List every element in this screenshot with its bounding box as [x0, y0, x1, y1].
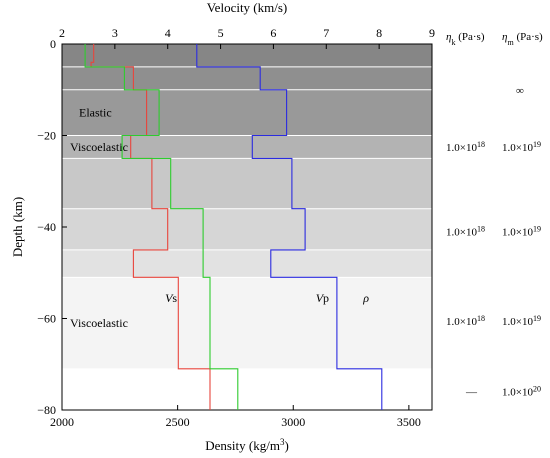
- layer-band-9: [62, 368, 432, 410]
- viscosity-header-k: ηk (Pa·s): [446, 31, 485, 47]
- viscosity-k-5-base: —: [465, 387, 478, 399]
- layer-band-4: [62, 135, 432, 159]
- layer-label-2: Viscoelastic: [70, 140, 128, 154]
- series-lines: [84, 44, 383, 410]
- velocity-axis-title: Velocity (km/s): [207, 0, 288, 15]
- density-tick-label-3000: 3000: [281, 415, 305, 429]
- viscosity-header-m-sub: m: [507, 38, 514, 47]
- series-label-2-prefix: V: [316, 291, 325, 305]
- viscosity-header-m-sym: η: [502, 31, 507, 43]
- layer-label-3: Viscoelastic: [70, 316, 128, 330]
- series-label-2: Vp: [316, 291, 329, 305]
- series-line-: [84, 44, 239, 410]
- series-label-2-suffix: p: [323, 291, 329, 305]
- velocity-tick-label-4: 4: [165, 26, 171, 40]
- series-label-1: Vs: [165, 291, 177, 305]
- series-line-vp: [196, 44, 383, 410]
- viscosity-m-4-base: 1.0×10: [502, 316, 533, 328]
- velocity-tick-label-6: 6: [270, 26, 276, 40]
- viscosity-m-4: 1.0×1019: [502, 313, 541, 328]
- layer-label-1: Elastic: [79, 106, 112, 120]
- viscosity-m-3-exp: 19: [533, 224, 541, 233]
- viscosity-m-5-exp: 20: [533, 384, 541, 393]
- density-tick-label-3500: 3500: [397, 415, 421, 429]
- velocity-tick-label-7: 7: [323, 26, 329, 40]
- depth-axis-title: Depth (km): [10, 197, 25, 257]
- viscosity-k-2-base: 1.0×10: [446, 142, 477, 154]
- density-axis-title-end: ): [284, 438, 288, 453]
- density-tick-label-2000: 2000: [50, 415, 74, 429]
- viscosity-m-1-base: ∞: [516, 85, 524, 97]
- viscosity-m-4-exp: 19: [533, 313, 541, 322]
- viscosity-m-3-base: 1.0×10: [502, 227, 533, 239]
- chart-labels: Velocity (km/s)Density (kg/m3)Depth (km)…: [10, 0, 369, 453]
- axis-ticks: 2 3 4 5 6 7 8 9 2000 2500 3000 3500 0 −20 −40 −60 −80: [37, 26, 435, 429]
- viscosity-m-2: 1.0×1019: [502, 139, 541, 154]
- velocity-tick-label-3: 3: [112, 26, 118, 40]
- layer-band-2: [62, 66, 432, 90]
- density-axis-title-sup: 3: [280, 437, 285, 447]
- viscosity-k-4-exp: 18: [477, 313, 485, 322]
- viscosity-m-5-base: 1.0×10: [502, 387, 533, 399]
- series-label-3: ρ: [362, 291, 369, 305]
- layer-band-8: [62, 277, 432, 369]
- viscosity-m-5: 1.0×1020: [502, 384, 541, 399]
- series-label-1-suffix: s: [172, 291, 177, 305]
- viscosity-header-m-unit: (Pa·s): [514, 31, 543, 43]
- viscosity-table: ηk (Pa·s) ηm (Pa·s)∞1.0×1018 1.0×10191.0×1…: [446, 31, 543, 399]
- viscosity-k-3-exp: 18: [477, 224, 485, 233]
- depth-tick-label-0: 0: [50, 37, 56, 51]
- density-tick-label-2500: 2500: [166, 415, 190, 429]
- depth-tick-label-20: −20: [37, 129, 56, 143]
- viscosity-k-3-base: 1.0×10: [446, 227, 477, 239]
- viscosity-k-2-exp: 18: [477, 139, 485, 148]
- depth-tick-label-60: −60: [37, 312, 56, 326]
- velocity-tick-label-5: 5: [218, 26, 224, 40]
- density-axis-title: Density (kg/m3): [205, 437, 289, 453]
- series-label-3-prefix: ρ: [362, 291, 369, 305]
- velocity-tick-label-9: 9: [429, 26, 435, 40]
- layer-bands: [62, 44, 432, 410]
- layer-band-6: [62, 208, 432, 250]
- velocity-tick-label-2: 2: [59, 26, 65, 40]
- viscosity-m-2-exp: 19: [533, 139, 541, 148]
- viscosity-header-k-sub: k: [451, 38, 455, 47]
- viscosity-m-3: 1.0×1019: [502, 224, 541, 239]
- viscosity-header-k-sym: η: [446, 31, 451, 43]
- viscosity-m-2-base: 1.0×10: [502, 142, 533, 154]
- viscosity-m-1: ∞: [516, 85, 524, 97]
- layer-band-5: [62, 158, 432, 209]
- depth-tick-label-80: −80: [37, 403, 56, 417]
- velocity-tick-label-8: 8: [376, 26, 382, 40]
- depth-tick-label-40: −40: [37, 220, 56, 234]
- viscosity-k-2: 1.0×1018: [446, 139, 485, 154]
- viscosity-header-k-unit: (Pa·s): [455, 31, 484, 43]
- series-label-1-prefix: V: [165, 291, 174, 305]
- density-axis-title-main: Density (kg/m: [205, 438, 280, 453]
- viscosity-k-4-base: 1.0×10: [446, 316, 477, 328]
- viscosity-header-m: ηm (Pa·s): [502, 31, 543, 47]
- layer-band-1: [62, 44, 432, 67]
- layer-band-7: [62, 249, 432, 278]
- viscosity-k-4: 1.0×1018: [446, 313, 485, 328]
- viscosity-k-3: 1.0×1018: [446, 224, 485, 239]
- layer-band-3: [62, 89, 432, 136]
- viscosity-k-5: —: [465, 387, 478, 399]
